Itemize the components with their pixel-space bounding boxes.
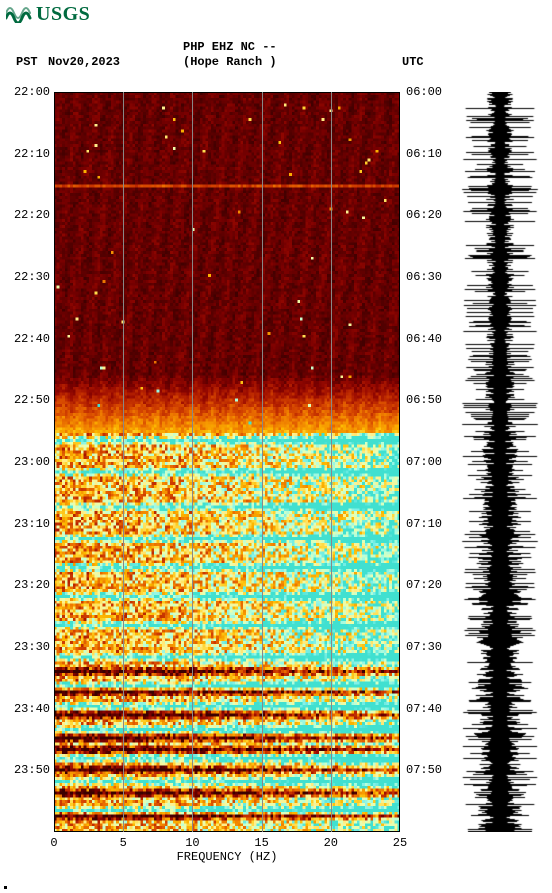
y-left-tick: 22:40 bbox=[6, 332, 50, 346]
y-left-tick: 23:40 bbox=[6, 702, 50, 716]
station-line-1: PHP EHZ NC -- bbox=[183, 40, 277, 54]
y-left-tick: 23:50 bbox=[6, 763, 50, 777]
y-right-tick: 07:00 bbox=[406, 455, 442, 469]
y-left-tick: 23:00 bbox=[6, 455, 50, 469]
x-tick: 25 bbox=[393, 836, 407, 850]
spectrogram-canvas bbox=[54, 92, 400, 832]
y-right-tick: 06:00 bbox=[406, 85, 442, 99]
timezone-left: PST bbox=[16, 55, 38, 69]
x-tick: 10 bbox=[185, 836, 199, 850]
y-right-tick: 07:20 bbox=[406, 578, 442, 592]
y-left-tick: 23:30 bbox=[6, 640, 50, 654]
gridline bbox=[192, 92, 193, 832]
y-right-tick: 07:10 bbox=[406, 517, 442, 531]
y-right-tick: 07:30 bbox=[406, 640, 442, 654]
y-left-tick: 22:50 bbox=[6, 393, 50, 407]
y-left-tick: 23:10 bbox=[6, 517, 50, 531]
y-right-tick: 07:40 bbox=[406, 702, 442, 716]
spectrogram-plot bbox=[54, 92, 400, 832]
y-left-tick: 22:10 bbox=[6, 147, 50, 161]
x-tick: 20 bbox=[324, 836, 338, 850]
header-date: Nov20,2023 bbox=[48, 55, 120, 69]
y-right-tick: 06:50 bbox=[406, 393, 442, 407]
usgs-wave-icon bbox=[6, 5, 32, 23]
station-line-2: (Hope Ranch ) bbox=[183, 55, 277, 69]
x-tick: 15 bbox=[254, 836, 268, 850]
usgs-logo: USGS bbox=[6, 4, 90, 24]
x-tick: 5 bbox=[120, 836, 127, 850]
y-left-tick: 22:00 bbox=[6, 85, 50, 99]
gridline bbox=[123, 92, 124, 832]
y-right-tick: 07:50 bbox=[406, 763, 442, 777]
x-axis-label: FREQUENCY (HZ) bbox=[177, 850, 278, 864]
timezone-right: UTC bbox=[402, 55, 424, 69]
x-tick: 0 bbox=[50, 836, 57, 850]
waveform-canvas bbox=[460, 92, 540, 832]
y-left-tick: 22:30 bbox=[6, 270, 50, 284]
stray-mark bbox=[4, 886, 7, 889]
y-right-tick: 06:40 bbox=[406, 332, 442, 346]
gridline bbox=[331, 92, 332, 832]
y-left-tick: 23:20 bbox=[6, 578, 50, 592]
y-right-tick: 06:20 bbox=[406, 208, 442, 222]
waveform-strip bbox=[460, 92, 540, 832]
gridline bbox=[262, 92, 263, 832]
usgs-wordmark: USGS bbox=[36, 4, 90, 24]
y-right-tick: 06:30 bbox=[406, 270, 442, 284]
y-right-tick: 06:10 bbox=[406, 147, 442, 161]
y-left-tick: 22:20 bbox=[6, 208, 50, 222]
